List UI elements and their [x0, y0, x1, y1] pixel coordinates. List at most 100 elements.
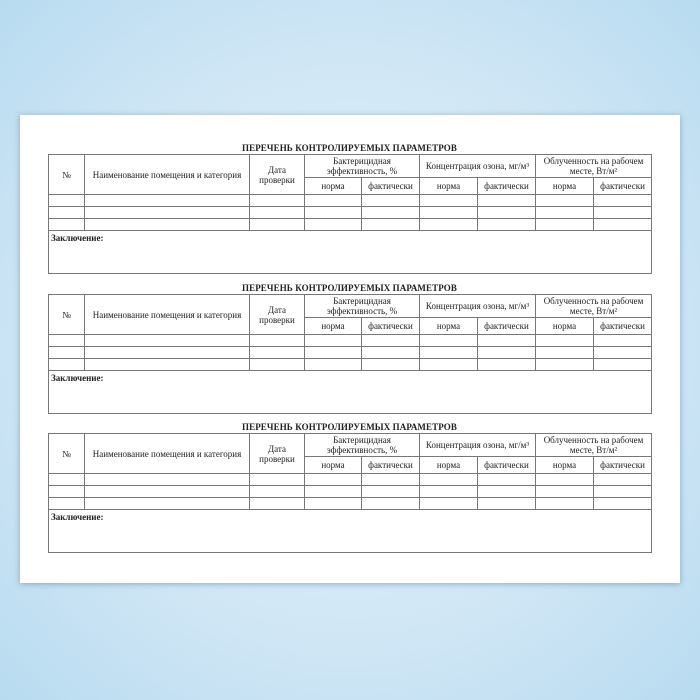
table-cell[interactable]: [48, 334, 85, 347]
table-cell[interactable]: [419, 218, 478, 231]
table-cell[interactable]: [592, 473, 653, 486]
table-cell[interactable]: [592, 358, 653, 371]
table-cell[interactable]: [592, 206, 653, 219]
conclusion-field[interactable]: Заключение:: [47, 509, 653, 553]
table-cell[interactable]: [592, 194, 653, 207]
table-row: [48, 334, 653, 347]
table-cell[interactable]: [361, 194, 420, 207]
table-cell[interactable]: [477, 206, 536, 219]
table-cell[interactable]: [249, 334, 305, 347]
table-cell[interactable]: [592, 497, 653, 510]
table-cell[interactable]: [419, 485, 478, 498]
conclusion-field[interactable]: Заключение:: [47, 230, 653, 274]
actual-header: фактически: [361, 177, 420, 195]
table-cell[interactable]: [84, 206, 250, 219]
table-cell[interactable]: [304, 358, 362, 371]
norm-header: норма: [304, 177, 362, 195]
table-cell[interactable]: [304, 194, 362, 207]
table-cell[interactable]: [477, 473, 536, 486]
table-cell[interactable]: [84, 346, 250, 359]
table-cell[interactable]: [535, 358, 594, 371]
table-cell[interactable]: [48, 194, 85, 207]
table-cell[interactable]: [361, 206, 420, 219]
table-cell[interactable]: [419, 473, 478, 486]
table-cell[interactable]: [419, 497, 478, 510]
table-cell[interactable]: [477, 358, 536, 371]
table-cell[interactable]: [84, 334, 250, 347]
table-cell[interactable]: [592, 485, 653, 498]
table-cell[interactable]: [535, 334, 594, 347]
table-cell[interactable]: [477, 334, 536, 347]
table-cell[interactable]: [477, 194, 536, 207]
table-cell[interactable]: [249, 485, 305, 498]
table-cell[interactable]: [419, 194, 478, 207]
table-cell[interactable]: [535, 485, 594, 498]
table-cell[interactable]: [48, 358, 85, 371]
table-cell[interactable]: [361, 218, 420, 231]
table-cell[interactable]: [419, 358, 478, 371]
table-cell[interactable]: [535, 346, 594, 359]
table-cell[interactable]: [249, 358, 305, 371]
table-cell[interactable]: [48, 473, 85, 486]
irradiance-header: Облученность на рабочем месте, Вт/м²: [534, 433, 653, 457]
table-cell[interactable]: [84, 218, 250, 231]
ozone-header: Концентрация озона, мг/м³: [419, 433, 536, 457]
table-cell[interactable]: [249, 206, 305, 219]
table-cell[interactable]: [304, 334, 362, 347]
table-cell[interactable]: [84, 497, 250, 510]
table-cell[interactable]: [592, 218, 653, 231]
actual-header: фактически: [592, 177, 653, 195]
table-cell[interactable]: [535, 218, 594, 231]
table-cell[interactable]: [84, 194, 250, 207]
table-cell[interactable]: [249, 346, 305, 359]
table-cell[interactable]: [477, 218, 536, 231]
table-cell[interactable]: [304, 346, 362, 359]
table-cell[interactable]: [361, 358, 420, 371]
table-cell[interactable]: [304, 473, 362, 486]
table-cell[interactable]: [419, 206, 478, 219]
table-row: [48, 473, 653, 486]
table-cell[interactable]: [304, 497, 362, 510]
table-cell[interactable]: [477, 346, 536, 359]
table-cell[interactable]: [48, 485, 85, 498]
table-cell[interactable]: [361, 334, 420, 347]
table-cell[interactable]: [361, 473, 420, 486]
table-cell[interactable]: [84, 485, 250, 498]
table-cell[interactable]: [84, 473, 250, 486]
table-title: ПЕРЕЧЕНЬ КОНТРОЛИРУЕМЫХ ПАРАМЕТРОВ: [242, 143, 457, 153]
table-cell[interactable]: [477, 497, 536, 510]
date-header: Дата проверки: [249, 154, 305, 195]
table-cell[interactable]: [361, 485, 420, 498]
bactericidal-header: Бактерицидная эффективность, %: [304, 154, 420, 178]
parameters-table: № Наименование помещения и категория Дат…: [47, 294, 653, 414]
table-cell[interactable]: [48, 218, 85, 231]
table-cell[interactable]: [361, 346, 420, 359]
table-cell[interactable]: [535, 473, 594, 486]
table-cell[interactable]: [48, 206, 85, 219]
conclusion-field[interactable]: Заключение:: [47, 370, 653, 414]
table-cell[interactable]: [535, 206, 594, 219]
table-cell[interactable]: [249, 497, 305, 510]
table-cell[interactable]: [249, 218, 305, 231]
table-cell[interactable]: [419, 334, 478, 347]
table-cell[interactable]: [477, 485, 536, 498]
table-cell[interactable]: [304, 206, 362, 219]
table-cell[interactable]: [419, 346, 478, 359]
ozone-header: Концентрация озона, мг/м³: [419, 294, 536, 318]
table-cell[interactable]: [304, 218, 362, 231]
table-cell[interactable]: [304, 485, 362, 498]
table-cell[interactable]: [249, 194, 305, 207]
table-cell[interactable]: [48, 346, 85, 359]
table-cell[interactable]: [361, 497, 420, 510]
table-cell[interactable]: [48, 497, 85, 510]
table-cell[interactable]: [592, 334, 653, 347]
number-header: №: [48, 154, 85, 195]
table-cell[interactable]: [535, 497, 594, 510]
bactericidal-header: Бактерицидная эффективность, %: [304, 433, 420, 457]
table-cell[interactable]: [249, 473, 305, 486]
table-cell[interactable]: [84, 358, 250, 371]
actual-header: фактически: [592, 317, 653, 335]
parameters-table-block: ПЕРЕЧЕНЬ КОНТРОЛИРУЕМЫХ ПАРАМЕТРОВ № Наи…: [47, 421, 653, 553]
table-cell[interactable]: [592, 346, 653, 359]
table-cell[interactable]: [535, 194, 594, 207]
